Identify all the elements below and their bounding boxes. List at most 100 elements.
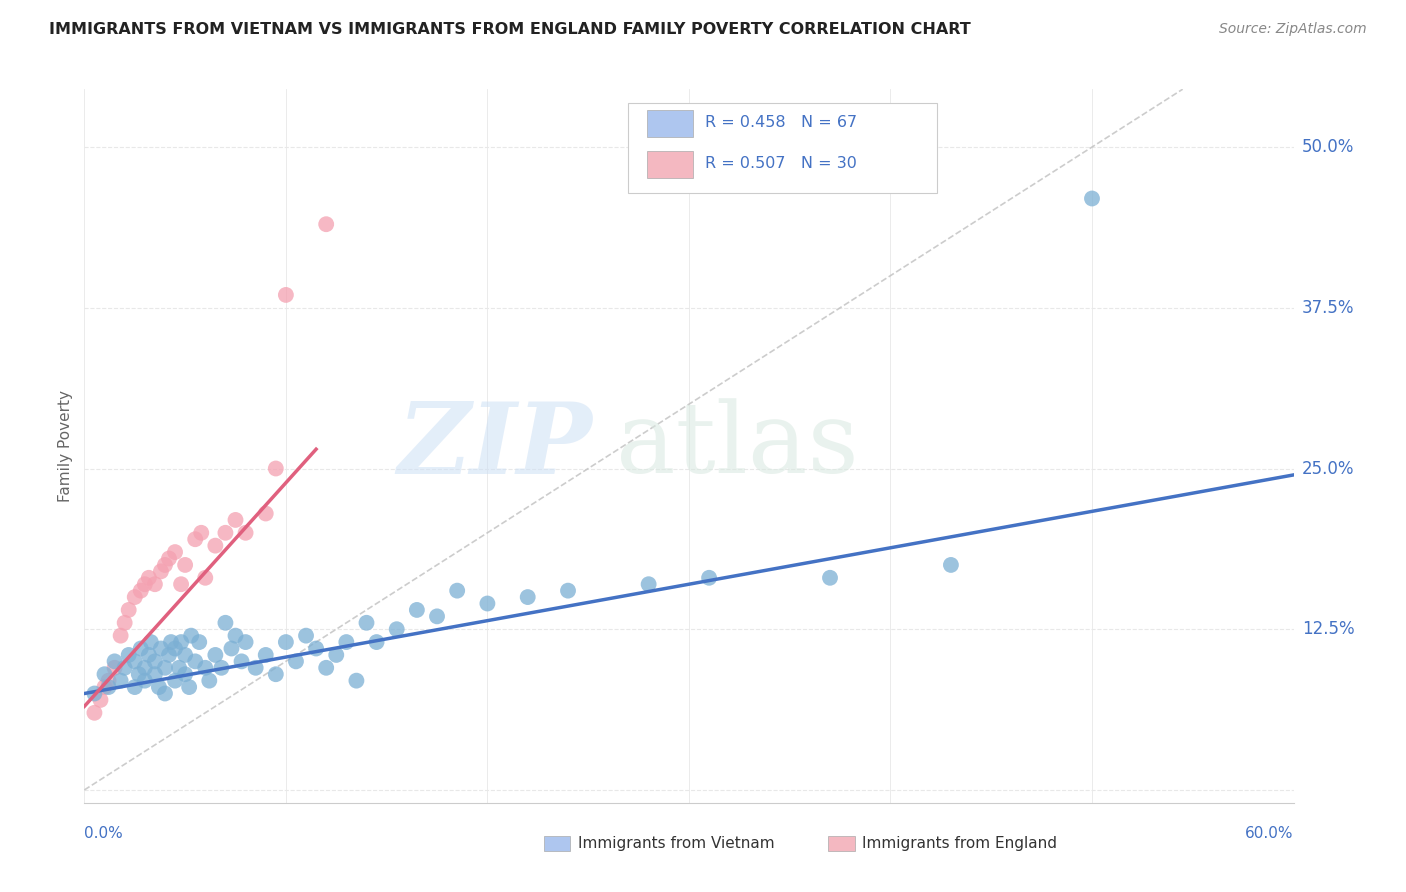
Point [134, 673, 156, 688]
Point [315, 217, 337, 231]
Point [225, 513, 247, 527]
Point [134, 661, 156, 675]
Point [235, 525, 257, 540]
Point [198, 673, 221, 688]
Point [118, 648, 141, 662]
Point [254, 648, 277, 662]
Point [209, 661, 232, 675]
Point [235, 635, 257, 649]
Point [174, 648, 197, 662]
Point [225, 629, 247, 643]
Point [114, 615, 136, 630]
Text: 12.5%: 12.5% [1302, 620, 1354, 638]
Point [190, 525, 212, 540]
Point [134, 577, 156, 591]
Point [245, 661, 267, 675]
Point [356, 615, 378, 630]
Text: IMMIGRANTS FROM VIETNAM VS IMMIGRANTS FROM ENGLAND FAMILY POVERTY CORRELATION CH: IMMIGRANTS FROM VIETNAM VS IMMIGRANTS FR… [49, 22, 972, 37]
Point [138, 571, 160, 585]
Text: R = 0.507   N = 30: R = 0.507 N = 30 [704, 156, 856, 171]
Point [174, 667, 197, 681]
Text: 0.0%: 0.0% [84, 827, 124, 841]
Point [366, 635, 388, 649]
Point [264, 667, 287, 681]
Point [254, 507, 277, 521]
Text: ZIP: ZIP [398, 398, 592, 494]
Bar [647, 151, 693, 178]
Point [143, 654, 166, 668]
Point [557, 583, 579, 598]
Text: R = 0.458   N = 67: R = 0.458 N = 67 [704, 115, 856, 130]
Point [138, 648, 160, 662]
Point [385, 622, 408, 636]
Point [194, 571, 217, 585]
Point [697, 571, 720, 585]
Point [143, 577, 166, 591]
Y-axis label: Family Poverty: Family Poverty [58, 390, 73, 502]
Point [89, 693, 111, 707]
Point [157, 551, 180, 566]
Point [446, 583, 468, 598]
Point [165, 641, 187, 656]
Point [939, 558, 962, 572]
Point [221, 641, 243, 656]
Point [93, 667, 115, 681]
Point [188, 635, 211, 649]
Point [204, 539, 226, 553]
Text: Immigrants from England: Immigrants from England [862, 836, 1057, 851]
Point [118, 603, 141, 617]
Point [114, 661, 136, 675]
Bar [647, 110, 693, 137]
Point [104, 654, 127, 668]
Point [184, 533, 207, 547]
Point [516, 590, 538, 604]
Point [174, 558, 197, 572]
Point [83, 706, 105, 720]
Point [1081, 192, 1104, 206]
Point [93, 680, 115, 694]
Point [346, 673, 368, 688]
Point [637, 577, 659, 591]
Point [274, 635, 297, 649]
Point [157, 648, 180, 662]
Point [148, 680, 170, 694]
Point [97, 673, 120, 688]
Point [153, 686, 176, 700]
Point [149, 565, 172, 579]
Point [139, 635, 162, 649]
Text: atlas: atlas [616, 398, 859, 494]
Point [97, 680, 120, 694]
Point [214, 525, 236, 540]
Point [153, 558, 176, 572]
Point [104, 661, 127, 675]
Point [274, 288, 297, 302]
Point [128, 667, 150, 681]
Point [149, 641, 172, 656]
Point [477, 597, 499, 611]
Point [305, 641, 328, 656]
Point [153, 661, 176, 675]
Point [231, 654, 253, 668]
Text: Immigrants from Vietnam: Immigrants from Vietnam [578, 836, 775, 851]
Point [83, 686, 105, 700]
Point [124, 590, 146, 604]
Point [124, 680, 146, 694]
Point [194, 661, 217, 675]
Point [335, 635, 357, 649]
Point [180, 629, 202, 643]
Point [818, 571, 841, 585]
Bar [828, 836, 855, 851]
Point [204, 648, 226, 662]
Point [110, 629, 132, 643]
Point [184, 654, 207, 668]
FancyBboxPatch shape [628, 103, 936, 193]
Point [167, 661, 190, 675]
Text: Source: ZipAtlas.com: Source: ZipAtlas.com [1219, 22, 1367, 37]
Bar [544, 836, 571, 851]
Text: 25.0%: 25.0% [1302, 459, 1354, 477]
Point [179, 680, 201, 694]
Point [160, 635, 183, 649]
Point [295, 629, 318, 643]
Text: 60.0%: 60.0% [1246, 827, 1294, 841]
Text: 50.0%: 50.0% [1302, 138, 1354, 156]
